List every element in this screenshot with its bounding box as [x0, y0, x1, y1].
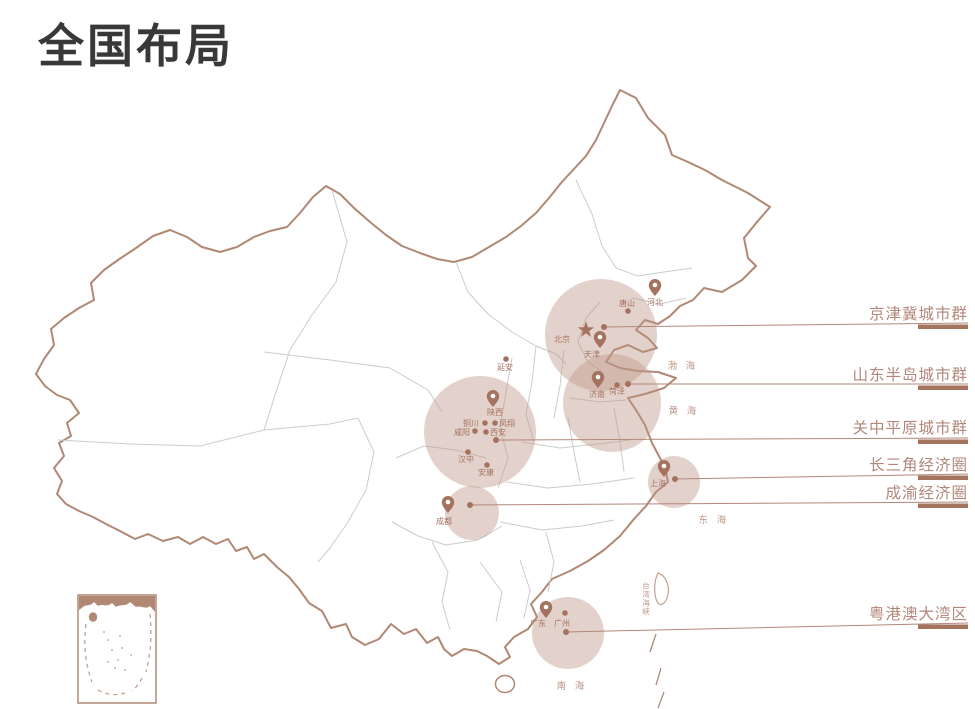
- south-china-sea-inset: [77, 594, 157, 704]
- inset-landmass: [79, 596, 155, 612]
- legend-bar-jingjinji: [918, 324, 968, 329]
- city-label-jinan: 济南: [589, 389, 605, 399]
- sea-label-east-sea: 东 海: [699, 514, 730, 526]
- dot-jingjinji-anchor: [601, 324, 607, 330]
- legend-zone-guanzhong[interactable]: 关中平原城市群: [852, 419, 968, 437]
- dot-xian: [483, 429, 489, 435]
- inset-hainan: [88, 612, 98, 622]
- legend-zone-dawanqu[interactable]: 粤港澳大湾区: [869, 604, 968, 623]
- inset-islands: [103, 631, 132, 671]
- dot-dawanqu-anchor: [563, 629, 569, 635]
- hainan-island: [494, 674, 516, 694]
- dot-guangzhou: [562, 610, 568, 616]
- legend-bar-shandong: [918, 385, 968, 390]
- legend-zone-jingjinji[interactable]: 京津冀城市群: [869, 305, 968, 323]
- dot-tongchuan-a: [482, 420, 488, 426]
- zone-circle-shandong: [563, 354, 661, 452]
- city-label-shanghai: 上海: [650, 478, 666, 488]
- dot-fengxiang: [492, 420, 498, 426]
- city-label-tongchuan: 铜川: [463, 418, 479, 428]
- city-label-fengxiang: 凤翔: [499, 418, 515, 428]
- city-label-xianyang: 咸阳: [454, 427, 470, 437]
- city-dots: [465, 308, 678, 635]
- dot-xianyang: [472, 428, 478, 434]
- dot-shandong-anchor: [625, 381, 631, 387]
- city-label-ankang: 安康: [478, 467, 494, 477]
- zone-circle-chengyu: [445, 486, 499, 540]
- city-label-tangshan: 唐山: [619, 298, 635, 308]
- dot-guanzhong-anchor: [493, 437, 499, 443]
- taiwan-island: [654, 572, 670, 606]
- dot-chengyu-anchor: [467, 502, 473, 508]
- page-title: 全国布局: [37, 20, 234, 72]
- legend-bar-guanzhong: [918, 439, 968, 444]
- city-label-heze: 菏泽: [609, 386, 625, 396]
- legend-connector-lines: [469, 322, 969, 633]
- legend-bar-chengyu: [918, 503, 968, 508]
- dot-ankang: [484, 462, 490, 468]
- legend-bar-dawanqu: [918, 624, 968, 629]
- zone-circle-guanzhong: [424, 376, 536, 488]
- city-label-chengdu: 成都: [436, 516, 452, 526]
- inset-dash-line: [84, 613, 152, 696]
- dot-yanan: [503, 356, 509, 362]
- legend-bar-changsanjiao: [918, 475, 968, 480]
- dot-hanzhong: [465, 449, 471, 455]
- city-label-tianjin: 天津: [584, 349, 600, 359]
- province-borders: [57, 179, 693, 631]
- dot-heze: [614, 382, 620, 388]
- city-label-beijing: 北京: [554, 334, 570, 344]
- province-label-hebei: 河北: [647, 297, 663, 307]
- city-label-yanan: 延安: [497, 362, 513, 372]
- dot-tangshan: [625, 308, 631, 314]
- legend-zone-chengyu[interactable]: 成渝经济圈: [885, 484, 968, 502]
- city-label-guangzhou: 广州: [554, 618, 570, 628]
- headquarters-star-icon: [577, 321, 595, 337]
- city-label-xian: 西安: [490, 427, 506, 437]
- province-label-shaanxi: 陕西: [487, 407, 503, 417]
- nine-dash-line: [649, 633, 665, 709]
- city-label-hanzhong: 汉中: [458, 454, 474, 464]
- sea-label-yellow-sea: 黄 海: [669, 405, 700, 417]
- sea-label-bohai: 渤 海: [668, 360, 699, 372]
- sea-label-taiwan-strait: 台湾海峡: [641, 581, 650, 617]
- sea-label-south-sea: 南 海: [557, 680, 588, 692]
- legend-zone-shandong[interactable]: 山东半岛城市群: [852, 366, 968, 384]
- province-label-guangdong: 广东: [530, 618, 546, 628]
- china-outline: [35, 89, 771, 665]
- dot-changsanjiao-anchor: [672, 476, 678, 482]
- legend-zone-changsanjiao[interactable]: 长三角经济圈: [869, 456, 968, 474]
